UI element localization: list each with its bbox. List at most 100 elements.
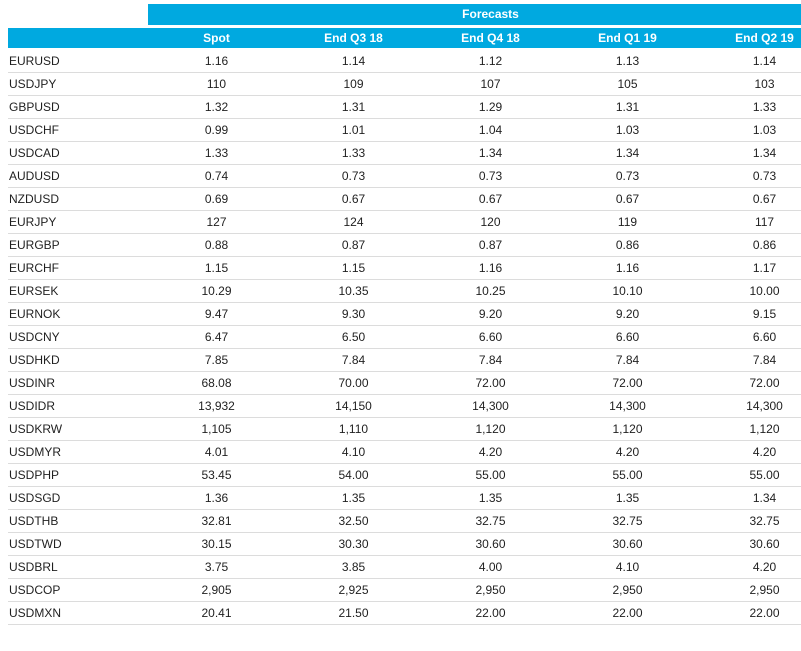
value-cell: 4.20 [422,440,559,464]
value-cell: 14,150 [285,394,422,418]
pair-cell: EURNOK [8,302,148,326]
value-cell: 55.00 [422,463,559,487]
value-cell: 22.00 [422,601,559,625]
value-cell: 4.00 [422,555,559,579]
value-cell: 0.88 [148,233,285,257]
value-cell: 1.16 [559,256,696,280]
table-row: USDHKD 7.85 7.84 7.84 7.84 7.84 [8,348,801,372]
value-cell: 9.20 [559,302,696,326]
value-cell: 1.34 [422,141,559,165]
column-header-end-q4-18: End Q4 18 [422,26,559,50]
value-cell: 1.35 [422,486,559,510]
value-cell: 0.86 [559,233,696,257]
value-cell: 0.67 [422,187,559,211]
value-cell: 1.36 [148,486,285,510]
value-cell: 109 [285,72,422,96]
value-cell: 10.10 [559,279,696,303]
value-cell: 1.03 [559,118,696,142]
value-cell: 10.25 [422,279,559,303]
pair-cell: USDMXN [8,601,148,625]
value-cell: 32.50 [285,509,422,533]
value-cell: 1,120 [422,417,559,441]
table-row: USDCHF 0.99 1.01 1.04 1.03 1.03 [8,118,801,142]
value-cell: 1,120 [559,417,696,441]
table-row: USDBRL 3.75 3.85 4.00 4.10 4.20 [8,555,801,579]
pair-cell: USDIDR [8,394,148,418]
value-cell: 7.84 [696,348,801,372]
value-cell: 3.75 [148,555,285,579]
value-cell: 10.35 [285,279,422,303]
value-cell: 0.67 [696,187,801,211]
value-cell: 22.00 [696,601,801,625]
group-header-forecasts: Forecasts [148,4,801,28]
pair-cell: AUDUSD [8,164,148,188]
value-cell: 1,120 [696,417,801,441]
pair-cell: USDCNY [8,325,148,349]
value-cell: 107 [422,72,559,96]
pair-cell: USDPHP [8,463,148,487]
value-cell: 70.00 [285,371,422,395]
column-header-row: Spot End Q3 18 End Q4 18 End Q1 19 End Q… [8,26,801,50]
value-cell: 32.75 [559,509,696,533]
value-cell: 1.35 [559,486,696,510]
value-cell: 119 [559,210,696,234]
value-cell: 2,950 [696,578,801,602]
value-cell: 2,950 [559,578,696,602]
table-row: USDCAD 1.33 1.33 1.34 1.34 1.34 [8,141,801,165]
value-cell: 32.75 [422,509,559,533]
pair-cell: USDHKD [8,348,148,372]
value-cell: 14,300 [559,394,696,418]
value-cell: 4.20 [559,440,696,464]
value-cell: 1.03 [696,118,801,142]
value-cell: 6.60 [422,325,559,349]
value-cell: 1.15 [285,256,422,280]
table-row: USDTWD 30.15 30.30 30.60 30.60 30.60 [8,532,801,556]
table-row: USDINR 68.08 70.00 72.00 72.00 72.00 [8,371,801,395]
table-row: EURSEK 10.29 10.35 10.25 10.10 10.00 [8,279,801,303]
value-cell: 1.16 [148,49,285,73]
value-cell: 0.73 [696,164,801,188]
value-cell: 20.41 [148,601,285,625]
value-cell: 1.35 [285,486,422,510]
table-row: GBPUSD 1.32 1.31 1.29 1.31 1.33 [8,95,801,119]
column-header-pair [8,26,148,50]
value-cell: 9.20 [422,302,559,326]
table-row: USDSGD 1.36 1.35 1.35 1.35 1.34 [8,486,801,510]
value-cell: 0.86 [696,233,801,257]
pair-cell: USDCHF [8,118,148,142]
table-row: USDTHB 32.81 32.50 32.75 32.75 32.75 [8,509,801,533]
table-row: NZDUSD 0.69 0.67 0.67 0.67 0.67 [8,187,801,211]
pair-cell: EURCHF [8,256,148,280]
value-cell: 0.67 [285,187,422,211]
value-cell: 30.60 [559,532,696,556]
value-cell: 9.15 [696,302,801,326]
value-cell: 54.00 [285,463,422,487]
value-cell: 7.85 [148,348,285,372]
value-cell: 13,932 [148,394,285,418]
value-cell: 1.01 [285,118,422,142]
value-cell: 0.87 [422,233,559,257]
value-cell: 127 [148,210,285,234]
value-cell: 9.47 [148,302,285,326]
pair-cell: USDTHB [8,509,148,533]
pair-cell: USDCAD [8,141,148,165]
pair-cell: GBPUSD [8,95,148,119]
value-cell: 14,300 [422,394,559,418]
table-row: USDMXN 20.41 21.50 22.00 22.00 22.00 [8,601,801,625]
value-cell: 30.15 [148,532,285,556]
table-row: USDMYR 4.01 4.10 4.20 4.20 4.20 [8,440,801,464]
table-row: USDKRW 1,105 1,110 1,120 1,120 1,120 [8,417,801,441]
pair-cell: USDMYR [8,440,148,464]
value-cell: 110 [148,72,285,96]
value-cell: 1.17 [696,256,801,280]
value-cell: 4.10 [559,555,696,579]
pair-cell: USDKRW [8,417,148,441]
value-cell: 2,950 [422,578,559,602]
value-cell: 4.10 [285,440,422,464]
pair-cell: EURGBP [8,233,148,257]
pair-cell: USDSGD [8,486,148,510]
pair-cell: USDTWD [8,532,148,556]
pair-cell: EURUSD [8,49,148,73]
value-cell: 1,105 [148,417,285,441]
